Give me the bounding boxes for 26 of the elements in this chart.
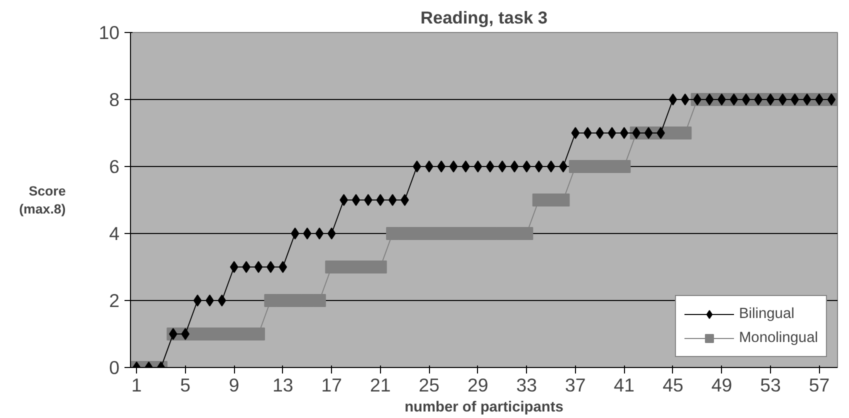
- y-axis-title: Score (max.8): [19, 184, 66, 216]
- legend-label: Bilingual: [738, 306, 794, 322]
- y-tick-label: 0: [109, 357, 120, 378]
- x-tick-label: 37: [565, 374, 586, 396]
- x-tick-label: 53: [760, 374, 781, 396]
- x-tick-label: 33: [516, 374, 538, 396]
- x-tick-label: 45: [662, 374, 684, 396]
- x-tick-label: 9: [228, 374, 240, 396]
- x-axis-title: number of participants: [404, 400, 564, 416]
- y-tick-label: 2: [109, 290, 120, 311]
- x-tick-label: 21: [370, 374, 391, 396]
- y-tick-label: 10: [98, 22, 120, 43]
- x-tick-label: 49: [711, 374, 732, 396]
- legend-label: Monolingual: [738, 330, 818, 346]
- x-tick-label: 41: [614, 374, 635, 396]
- y-tick-label: 4: [109, 223, 120, 244]
- x-tick-label: 57: [808, 374, 830, 396]
- x-tick-label: 25: [418, 374, 440, 396]
- chart-title: Reading, task 3: [420, 8, 548, 28]
- x-tick-label: 29: [468, 374, 488, 396]
- x-tick-label: 13: [272, 374, 294, 396]
- x-tick-label: 17: [321, 374, 342, 396]
- x-tick-label: 5: [180, 374, 191, 396]
- y-tick-label: 6: [109, 156, 120, 177]
- x-tick-label: 1: [131, 374, 142, 396]
- y-tick-label: 8: [109, 89, 120, 110]
